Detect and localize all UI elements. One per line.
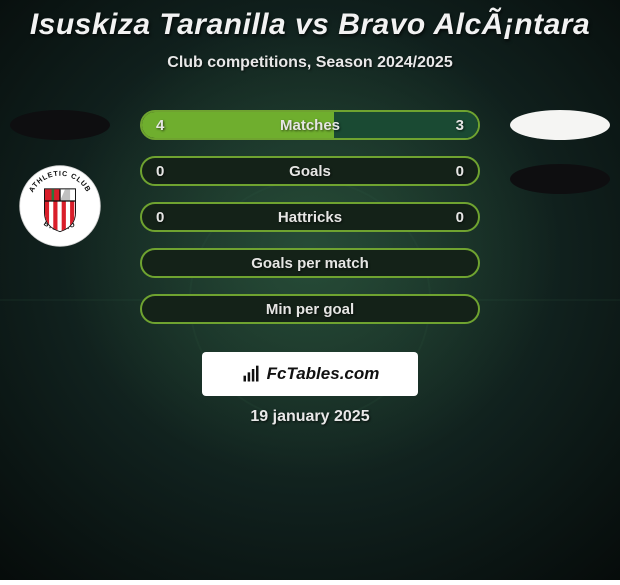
stat-label: Goals per match [251,255,369,272]
player1-badge-placeholder [10,110,110,140]
date-text: 19 january 2025 [0,408,620,426]
player2-column [500,110,620,218]
stat-value-left: 0 [156,209,164,226]
stat-row: 4 3 Matches [140,110,480,140]
subtitle: Club competitions, Season 2024/2025 [0,54,620,72]
branding-text: FcTables.com [267,364,380,384]
stat-label: Goals [289,163,331,180]
stat-label: Hattricks [278,209,342,226]
stat-value-left: 0 [156,163,164,180]
player2-badge-placeholder-1 [510,110,610,140]
branding-badge: FcTables.com [202,352,418,396]
stat-row: 0 0 Hattricks [140,202,480,232]
player1-column: ATHLETIC CLUB BILBAO [0,110,120,248]
player1-club-crest: ATHLETIC CLUB BILBAO [18,164,102,248]
stat-rows: 4 3 Matches 0 0 Goals 0 0 Hattricks Goals per mat… [140,110,480,340]
stat-row: Goals per match [140,248,480,278]
player2-badge-placeholder-2 [510,164,610,194]
stat-value-right: 0 [456,209,464,226]
stat-row: 0 0 Goals [140,156,480,186]
stat-value-right: 3 [456,117,464,134]
chart-icon [241,364,261,384]
stat-label: Matches [280,117,340,134]
page-title: Isuskiza Taranilla vs Bravo AlcÃ¡ntara [0,0,620,42]
stat-row: Min per goal [140,294,480,324]
stat-value-left: 4 [156,117,164,134]
stat-value-right: 0 [456,163,464,180]
stat-label: Min per goal [266,301,354,318]
